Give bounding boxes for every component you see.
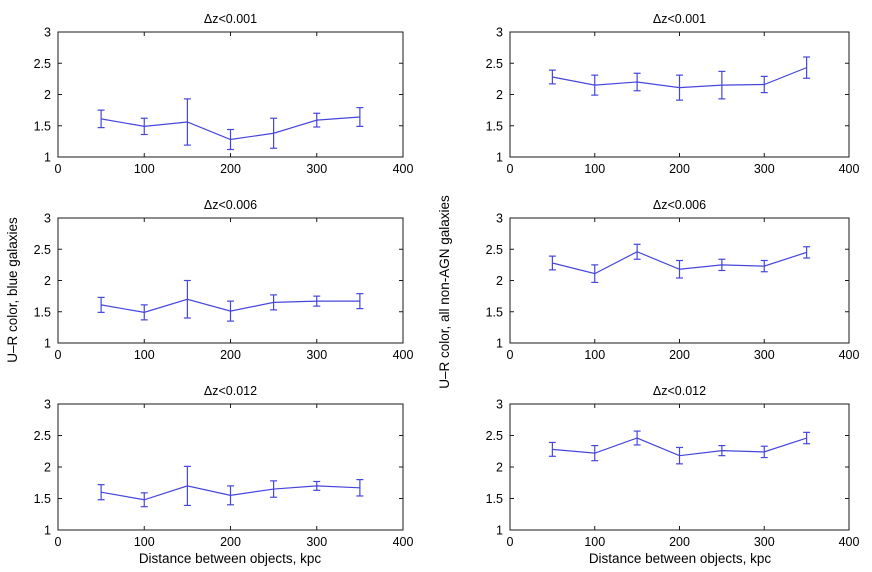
x-tick-label: 400 <box>393 348 414 362</box>
x-tick-label: 300 <box>754 348 775 362</box>
x-tick-label: 400 <box>839 348 860 362</box>
y-tick-label: 3 <box>44 212 51 226</box>
plot-title: Δz<0.006 <box>653 198 706 212</box>
x-tick-label: 100 <box>584 162 605 176</box>
axis-box <box>509 217 850 344</box>
x-tick-label: 200 <box>220 535 241 549</box>
data-line <box>101 298 360 313</box>
axis-box <box>57 217 404 344</box>
y-tick-label: 3 <box>496 398 503 412</box>
x-tick-label: 400 <box>839 162 860 176</box>
y-tick-label: 3 <box>496 212 503 226</box>
y-tick-label: 2.5 <box>34 243 51 257</box>
y-tick-label: 1.5 <box>34 492 51 506</box>
y-tick-label: 2.5 <box>486 57 503 71</box>
x-tick-label: 200 <box>669 535 690 549</box>
data-line <box>552 251 807 275</box>
subplot-top-left: 0 100 200 300 400 1 1.5 2 2.5 3 Δz<0.001 <box>34 12 414 176</box>
y-tick-label: 2 <box>44 274 51 288</box>
y-tick-label: 1 <box>496 337 503 351</box>
y-axis-label-left: U–R color, blue galaxies <box>5 217 20 363</box>
y-tick-label: 1.5 <box>486 305 503 319</box>
y-tick-label: 1 <box>44 151 51 165</box>
subplot-top-right: 0 100 200 300 400 1 1.5 2 2.5 3 Δz<0.001 <box>486 12 860 176</box>
axis-box <box>509 403 850 531</box>
x-tick-label: 400 <box>393 535 414 549</box>
x-tick-label: 100 <box>584 348 605 362</box>
x-tick-label: 0 <box>507 348 514 362</box>
x-tick-label: 400 <box>393 162 414 176</box>
x-tick-label: 200 <box>220 348 241 362</box>
x-tick-label: 200 <box>220 162 241 176</box>
plot-title: Δz<0.001 <box>653 12 706 26</box>
x-tick-label: 0 <box>55 535 62 549</box>
y-tick-label: 1 <box>496 151 503 165</box>
y-tick-label: 2.5 <box>34 429 51 443</box>
x-tick-label: 300 <box>306 162 327 176</box>
data-line <box>101 116 360 141</box>
x-tick-label: 300 <box>754 162 775 176</box>
y-tick-label: 2.5 <box>34 57 51 71</box>
y-tick-label: 2 <box>44 461 51 475</box>
y-tick-label: 2 <box>496 88 503 102</box>
y-axis-label-right: U–R color, all non-AGN galaxies <box>437 195 452 389</box>
x-tick-label: 300 <box>306 348 327 362</box>
x-axis-label-left: Distance between objects, kpc <box>138 551 322 566</box>
x-tick-label: 0 <box>507 535 514 549</box>
x-tick-label: 100 <box>134 348 155 362</box>
axis-box <box>57 403 404 531</box>
x-tick-label: 100 <box>134 162 155 176</box>
x-tick-label: 100 <box>134 535 155 549</box>
y-tick-label: 1 <box>44 524 51 538</box>
data-line <box>101 485 360 501</box>
y-tick-label: 2 <box>496 461 503 475</box>
x-tick-label: 0 <box>55 348 62 362</box>
x-tick-label: 300 <box>754 535 775 549</box>
plot-title: Δz<0.012 <box>204 384 257 398</box>
y-tick-label: 1.5 <box>486 492 503 506</box>
y-tick-label: 1 <box>496 524 503 538</box>
y-tick-label: 1.5 <box>34 119 51 133</box>
x-tick-label: 100 <box>584 535 605 549</box>
y-tick-label: 3 <box>44 398 51 412</box>
plot-title: Δz<0.001 <box>204 12 257 26</box>
y-tick-label: 3 <box>44 26 51 40</box>
x-tick-label: 200 <box>669 348 690 362</box>
data-line <box>552 437 807 457</box>
subplot-middle-left: 0 100 200 300 400 1 1.5 2 2.5 3 Δz<0.006 <box>34 198 414 362</box>
plot-title: Δz<0.006 <box>204 198 257 212</box>
plot-title: Δz<0.012 <box>653 384 706 398</box>
y-tick-label: 1.5 <box>486 119 503 133</box>
subplot-middle-right: 0 100 200 300 400 1 1.5 2 2.5 3 Δz<0.006 <box>486 198 860 362</box>
y-tick-label: 2 <box>44 88 51 102</box>
x-tick-label: 400 <box>839 535 860 549</box>
x-axis-label-right: Distance between objects, kpc <box>588 551 772 566</box>
y-tick-label: 1 <box>44 337 51 351</box>
subplot-bottom-left: 0 100 200 300 400 1 1.5 2 2.5 3 Δz<0.012 <box>34 384 414 549</box>
x-tick-label: 0 <box>55 162 62 176</box>
y-tick-label: 2.5 <box>486 429 503 443</box>
x-tick-label: 0 <box>507 162 514 176</box>
y-tick-label: 3 <box>496 26 503 40</box>
x-tick-label: 300 <box>306 535 327 549</box>
data-line <box>552 67 807 89</box>
y-tick-label: 2 <box>496 274 503 288</box>
subplot-bottom-right: 0 100 200 300 400 1 1.5 2 2.5 3 Δz<0.012 <box>486 384 860 549</box>
x-tick-label: 200 <box>669 162 690 176</box>
y-tick-label: 1.5 <box>34 305 51 319</box>
y-tick-label: 2.5 <box>486 243 503 257</box>
